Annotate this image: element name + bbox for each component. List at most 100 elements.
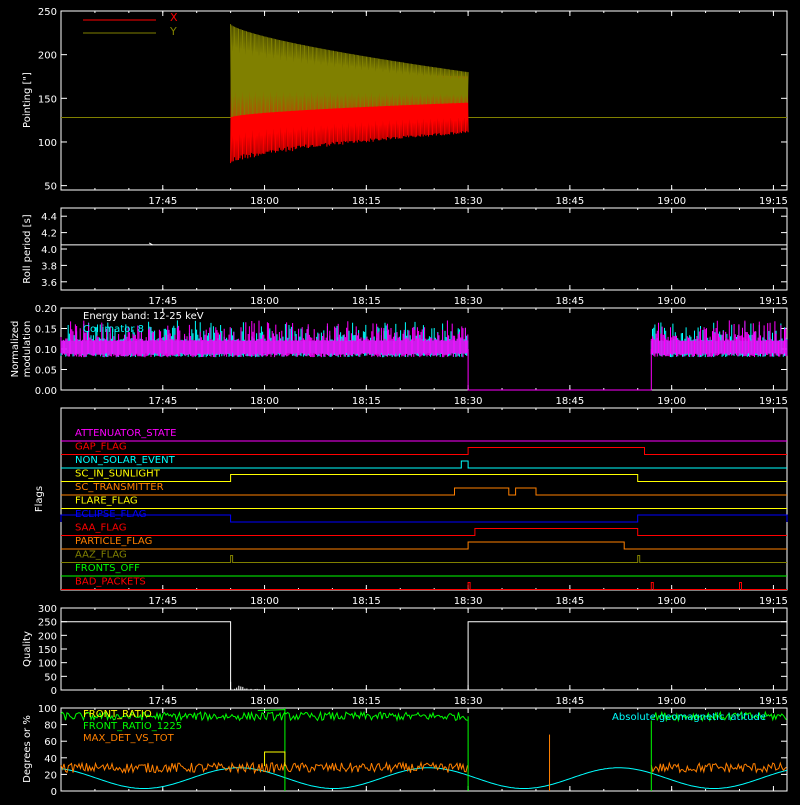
flag-trace <box>61 582 787 590</box>
x-tick-label: 18:15 <box>352 296 381 307</box>
y-tick-label: 4.2 <box>41 229 57 240</box>
x-tick-label: 19:00 <box>657 196 686 207</box>
x-tick-label: 19:00 <box>657 596 686 607</box>
y-tick-label: 50 <box>44 672 57 683</box>
x-tick-label: 18:00 <box>250 596 279 607</box>
y-tick-label: 250 <box>38 618 57 629</box>
flag-trace <box>61 487 787 496</box>
legend-geomagnetic-latitude: Absolute geomagnetic latitude <box>612 712 766 723</box>
x-tick-label: 19:15 <box>759 396 788 407</box>
y-tick-label: 0.00 <box>35 386 57 397</box>
y-tick-label: 200 <box>38 631 57 642</box>
x-tick-label: 19:15 <box>759 696 788 707</box>
x-tick-label: 18:30 <box>454 696 483 707</box>
flag-trace <box>61 555 787 563</box>
y-tick-label: 3.6 <box>41 278 57 289</box>
flag-trace <box>61 528 787 536</box>
x-tick-label: 18:15 <box>352 196 381 207</box>
energy-band-annotation: Energy band: 12-25 keV <box>83 311 204 322</box>
y-tick-label: 0 <box>51 686 57 697</box>
y-tick-label: 100 <box>38 704 57 715</box>
legend-front-ratio-1225: FRONT_RATIO_1225 <box>83 721 182 732</box>
y-tick-label: 50 <box>44 182 57 193</box>
modulation-ylabel-line2: modulation <box>22 321 33 378</box>
x-tick-label: 18:15 <box>352 696 381 707</box>
y-tick-label: 0.05 <box>35 366 57 377</box>
front-ratio-peak <box>257 709 285 711</box>
x-tick-label: 18:30 <box>454 296 483 307</box>
legend-x-label: X <box>170 11 178 24</box>
degrees-ylabel: Degrees or % <box>22 715 33 783</box>
y-tick-label: 4.0 <box>41 245 57 256</box>
x-tick-label: 17:45 <box>148 296 177 307</box>
roll-period-ylabel: Roll period [s] <box>22 214 33 283</box>
quality-spikes <box>230 681 270 690</box>
x-tick-label: 18:30 <box>454 196 483 207</box>
y-tick-label: 150 <box>38 645 57 656</box>
quality-series <box>61 621 787 691</box>
x-tick-label: 19:00 <box>657 296 686 307</box>
x-tick-label: 17:45 <box>148 696 177 707</box>
degrees-panel-frame <box>60 707 788 792</box>
front-ratio-block <box>264 751 286 767</box>
y-tick-label: 0.10 <box>35 345 57 356</box>
x-tick-label: 18:00 <box>250 196 279 207</box>
quality-ylabel: Quality <box>22 631 33 667</box>
pointing-x-series <box>230 70 469 164</box>
legend-y-label: Y <box>169 25 177 38</box>
flag-trace <box>61 541 787 550</box>
y-tick-label: 4.4 <box>41 212 57 223</box>
x-tick-label: 19:15 <box>759 296 788 307</box>
x-tick-label: 18:30 <box>454 396 483 407</box>
x-tick-label: 19:15 <box>759 596 788 607</box>
flag-label: SC_IN_SUNLIGHT <box>75 469 161 480</box>
y-tick-label: 200 <box>38 51 57 62</box>
y-tick-label: 150 <box>38 94 57 105</box>
flag-trace <box>61 447 787 455</box>
flag-label: NON_SOLAR_EVENT <box>75 455 176 466</box>
x-tick-label: 18:45 <box>555 196 584 207</box>
front-ratio-1225-series <box>60 710 787 723</box>
flag-trace <box>60 514 788 523</box>
flag-trace <box>61 460 787 469</box>
y-tick-label: 40 <box>44 754 57 765</box>
modulation-gap <box>467 349 652 391</box>
flag-label: SC_TRANSMITTER <box>75 482 164 493</box>
x-tick-label: 18:15 <box>352 396 381 407</box>
y-tick-label: 300 <box>38 604 57 615</box>
x-tick-label: 18:45 <box>555 296 584 307</box>
y-tick-label: 100 <box>38 138 57 149</box>
data-marks: 17:45 17:45 17:45 17:45 17:45 18:00 18:00 18:00… <box>35 7 788 798</box>
flag-label: FRONTS_OFF <box>75 563 140 574</box>
y-tick-label: 20 <box>44 770 57 781</box>
x-tick-label: 18:45 <box>555 596 584 607</box>
pointing-panel-frame <box>60 10 788 191</box>
x-tick-label: 18:30 <box>454 596 483 607</box>
x-tick-label: 19:00 <box>657 396 686 407</box>
flag-label: PARTICLE_FLAG <box>75 536 152 547</box>
flag-label: ATTENUATOR_STATE <box>75 428 176 439</box>
legend-max-det-vs-tot: MAX_DET_VS_TOT <box>83 733 175 744</box>
flag-trace <box>61 474 787 482</box>
x-tick-label: 17:45 <box>148 396 177 407</box>
flag-label: AAZ_FLAG <box>75 550 127 561</box>
x-tick-label: 18:00 <box>250 696 279 707</box>
pointing-y-series <box>230 24 469 118</box>
y-tick-label: 60 <box>44 737 57 748</box>
y-tick-label: 0.20 <box>35 304 57 315</box>
flag-label: BAD_PACKETS <box>75 577 146 588</box>
y-tick-label: 80 <box>44 721 57 732</box>
x-tick-label: 19:00 <box>657 696 686 707</box>
x-tick-label: 18:15 <box>352 596 381 607</box>
pointing-ylabel: Pointing ["] <box>22 72 33 128</box>
flag-label: GAP_FLAG <box>75 442 127 453</box>
x-tick-label: 17:45 <box>148 596 177 607</box>
x-tick-label: 18:00 <box>250 296 279 307</box>
x-tick-label: 19:15 <box>759 196 788 207</box>
legend-front-ratio: FRONT_RATIO <box>83 709 152 720</box>
y-tick-label: 0.15 <box>35 325 57 336</box>
y-tick-label: 250 <box>38 7 57 18</box>
flag-label: SAA_FLAG <box>75 523 126 534</box>
